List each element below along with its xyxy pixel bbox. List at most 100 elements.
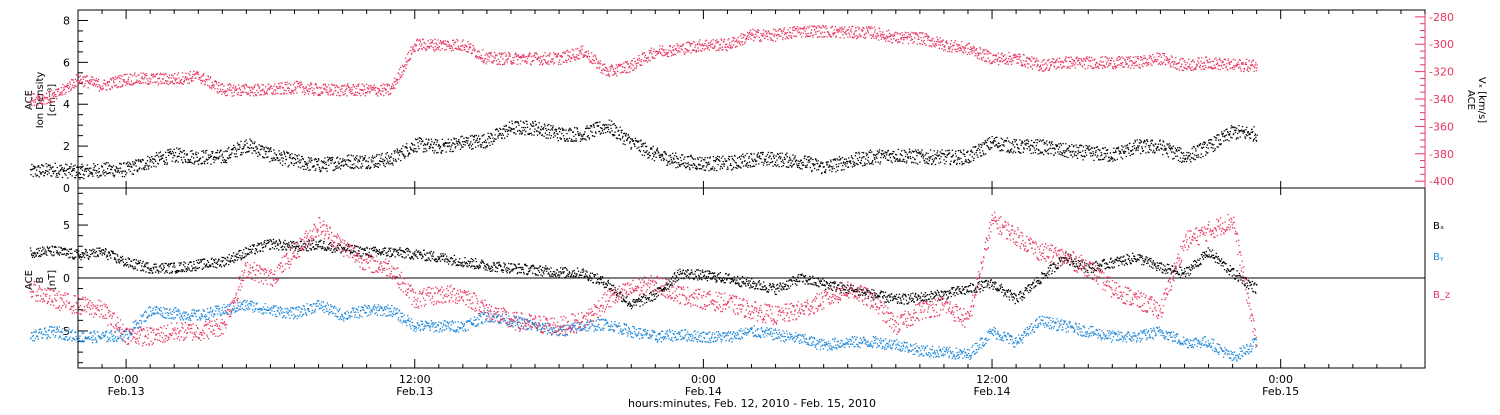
data-point [820, 166, 821, 167]
data-point [57, 177, 58, 178]
data-point [620, 127, 621, 128]
data-point [439, 42, 440, 43]
data-point [715, 161, 716, 162]
data-point [1026, 140, 1027, 141]
data-point [650, 155, 651, 156]
data-point [805, 30, 806, 31]
data-point [988, 138, 989, 139]
data-point [485, 140, 486, 141]
data-point [193, 157, 194, 158]
data-point [775, 41, 776, 42]
data-point [869, 152, 870, 153]
data-point [511, 64, 512, 65]
data-point [163, 78, 164, 79]
data-point [941, 149, 942, 150]
data-point [267, 93, 268, 94]
data-point [698, 47, 699, 48]
data-point [323, 84, 324, 85]
data-point [550, 129, 551, 130]
data-point [452, 48, 453, 49]
data-point [271, 85, 272, 86]
data-point [365, 155, 366, 156]
data-point [309, 158, 310, 159]
data-point [816, 169, 817, 170]
data-point [792, 154, 793, 155]
data-point [130, 84, 131, 85]
data-point [123, 74, 124, 75]
data-point [654, 160, 655, 161]
data-point [475, 142, 476, 143]
data-point [708, 163, 709, 164]
data-point [88, 87, 89, 88]
data-point [254, 92, 255, 93]
data-point [684, 54, 685, 55]
data-point [200, 80, 201, 81]
data-point [122, 84, 123, 85]
data-point [121, 164, 122, 165]
data-point [927, 35, 928, 36]
data-point [836, 30, 837, 31]
data-point [923, 41, 924, 42]
data-point [433, 152, 434, 153]
data-point [727, 50, 728, 51]
data-point [1138, 147, 1139, 148]
data-point [130, 74, 131, 75]
data-point [439, 145, 440, 146]
data-point [153, 74, 154, 75]
data-point [965, 159, 966, 160]
data-point [100, 87, 101, 88]
data-point [239, 87, 240, 88]
data-point [766, 164, 767, 165]
data-point [730, 44, 731, 45]
data-point [710, 46, 711, 47]
data-point [1214, 150, 1215, 151]
data-point [134, 170, 135, 171]
data-point [1029, 146, 1030, 147]
data-point [41, 172, 42, 173]
data-point [488, 53, 489, 54]
data-point [896, 154, 897, 155]
data-point [617, 67, 618, 68]
data-point [463, 138, 464, 139]
data-point [604, 129, 605, 130]
data-point [1213, 151, 1214, 152]
data-point [356, 158, 357, 159]
data-point [840, 31, 841, 32]
data-point [1174, 153, 1175, 154]
data-point [1218, 140, 1219, 141]
data-point [703, 159, 704, 160]
data-point [961, 161, 962, 162]
data-point [764, 159, 765, 160]
data-point [463, 39, 464, 40]
data-point [757, 154, 758, 155]
data-point [518, 54, 519, 55]
data-point [491, 52, 492, 53]
data-point [814, 26, 815, 27]
data-point [373, 87, 374, 88]
data-point [194, 74, 195, 75]
data-point [230, 157, 231, 158]
data-point [586, 128, 587, 129]
data-point [347, 166, 348, 167]
data-point [503, 135, 504, 136]
data-point [165, 162, 166, 163]
data-point [272, 159, 273, 160]
data-point [1073, 145, 1074, 146]
data-point [175, 161, 176, 162]
data-point [1050, 153, 1051, 154]
data-point [171, 74, 172, 75]
data-point [883, 157, 884, 158]
data-point [790, 160, 791, 161]
data-point [192, 163, 193, 164]
data-point [1168, 156, 1169, 157]
data-point [125, 174, 126, 175]
data-point [282, 160, 283, 161]
data-point [856, 38, 857, 39]
data-point [788, 29, 789, 30]
data-point [811, 29, 812, 30]
data-point [453, 44, 454, 45]
data-point [342, 85, 343, 86]
data-point [1112, 161, 1113, 162]
data-point [231, 90, 232, 91]
data-point [697, 168, 698, 169]
